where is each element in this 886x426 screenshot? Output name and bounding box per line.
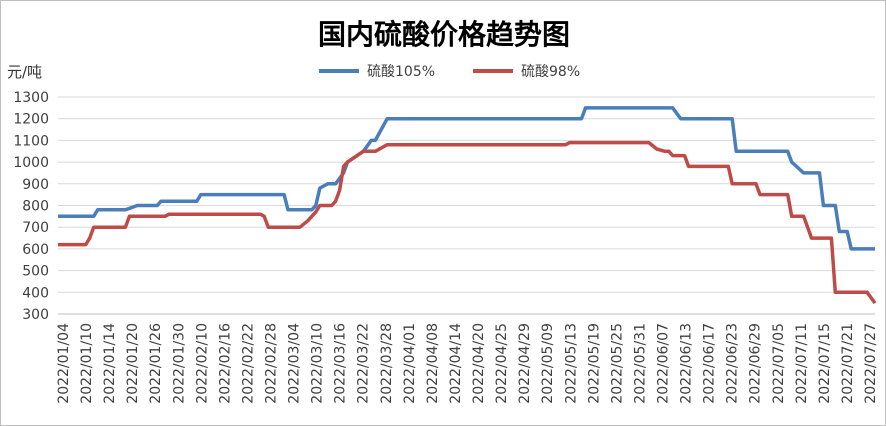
x-tick-label: 2022/03/04 [287, 323, 303, 404]
x-tick-label: 2022/05/19 [586, 323, 602, 404]
legend: 硫酸105% 硫酸98% [319, 64, 580, 80]
x-tick-label: 2022/04/01 [402, 323, 418, 404]
x-tick-label: 2022/02/16 [217, 323, 233, 404]
chart-title: 国内硫酸价格趋势图 [318, 18, 570, 51]
x-axis-ticks: 2022/01/04 2022/01/10 2022/01/14 2022/01/20… [56, 323, 879, 404]
x-tick-label: 2022/01/30 [171, 323, 187, 404]
y-tick-label: 1000 [13, 155, 49, 171]
x-tick-label: 2022/06/17 [702, 323, 718, 404]
x-tick-label: 2022/04/29 [517, 323, 533, 404]
x-tick-label: 2022/04/20 [471, 323, 487, 404]
x-tick-label: 2022/07/11 [794, 323, 810, 404]
x-tick-label: 2022/03/16 [333, 323, 349, 404]
x-tick-label: 2022/07/15 [817, 323, 833, 404]
series-lines [58, 106, 877, 305]
x-tick-label: 2022/07/05 [771, 323, 787, 404]
y-tick-label: 600 [22, 242, 49, 258]
x-tick-label: 2022/07/21 [840, 323, 856, 404]
y-tick-label: 400 [22, 285, 49, 301]
x-tick-label: 2022/03/28 [379, 323, 395, 404]
legend-label-sulfuric-98: 硫酸98% [521, 64, 580, 80]
x-tick-label: 2022/06/29 [748, 323, 764, 404]
x-tick-label: 2022/05/31 [632, 323, 648, 404]
series-line-1 [58, 140, 877, 305]
gridlines [58, 96, 875, 315]
y-tick-label: 1300 [13, 90, 49, 106]
x-tick-label: 2022/04/14 [448, 323, 464, 404]
x-tick-label: 2022/02/28 [264, 323, 280, 404]
x-tick-label: 2022/03/10 [310, 323, 326, 404]
x-tick-label: 2022/06/23 [725, 323, 741, 404]
x-tick-label: 2022/06/13 [679, 323, 695, 404]
x-tick-label: 2022/04/08 [425, 323, 441, 404]
x-tick-label: 2022/07/27 [863, 323, 879, 404]
x-tick-label: 2022/04/25 [494, 323, 510, 404]
x-tick-label: 2022/01/14 [102, 323, 118, 404]
x-tick-label: 2022/01/26 [148, 323, 164, 404]
y-axis-ticks: 300 400 500 600 700 800 900 1000 1100 1200 1300 [13, 90, 49, 323]
x-tick-label: 2022/02/22 [240, 323, 256, 404]
x-tick-label: 2022/03/22 [356, 323, 372, 404]
y-tick-label: 1200 [13, 112, 49, 128]
y-tick-label: 300 [22, 307, 49, 323]
y-tick-label: 900 [22, 177, 49, 193]
x-tick-label: 2022/05/25 [609, 323, 625, 404]
x-tick-label: 2022/01/20 [125, 323, 141, 404]
y-tick-label: 1100 [13, 133, 49, 149]
y-tick-label: 700 [22, 220, 49, 236]
x-tick-label: 2022/05/13 [563, 323, 579, 404]
legend-label-sulfuric-105: 硫酸105% [367, 64, 435, 80]
y-tick-label: 800 [22, 199, 49, 215]
x-tick-label: 2022/01/10 [79, 323, 95, 404]
y-axis-unit-label: 元/吨 [7, 63, 42, 81]
x-tick-label: 2022/05/09 [540, 323, 556, 404]
series-line-0 [58, 106, 875, 251]
x-tick-label: 2022/02/10 [194, 323, 210, 404]
x-tick-label: 2022/06/07 [655, 323, 671, 404]
y-tick-label: 500 [22, 264, 49, 280]
x-tick-label: 2022/01/04 [56, 323, 72, 404]
